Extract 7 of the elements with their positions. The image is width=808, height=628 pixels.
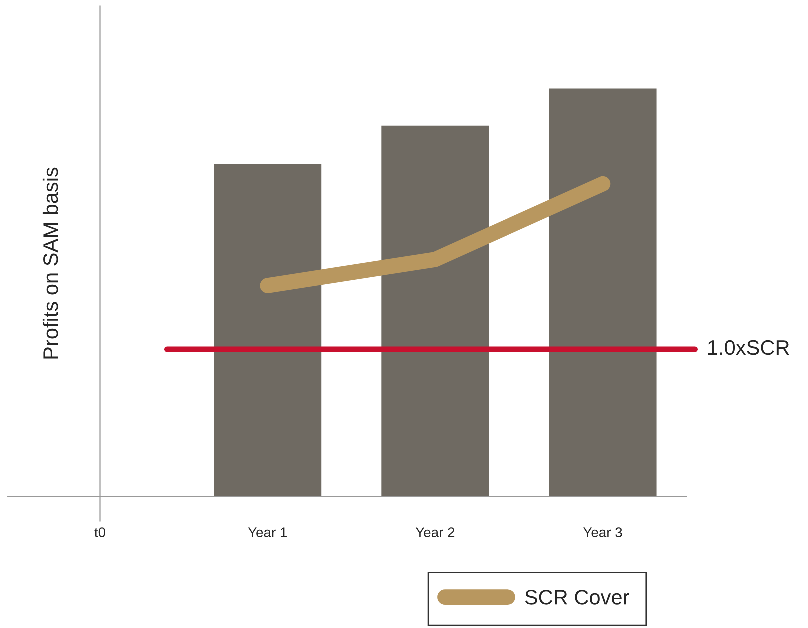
ref-line-label: 1.0xSCR bbox=[708, 340, 790, 356]
x-tick-label: Year 2 bbox=[416, 528, 455, 538]
x-tick-label: t0 bbox=[94, 528, 106, 538]
y-axis-title: Profits on SAM basis bbox=[42, 168, 58, 359]
x-tick-label: Year 1 bbox=[248, 528, 287, 538]
x-tick-label: Year 3 bbox=[583, 528, 622, 538]
legend-label: SCR Cover bbox=[525, 590, 630, 605]
